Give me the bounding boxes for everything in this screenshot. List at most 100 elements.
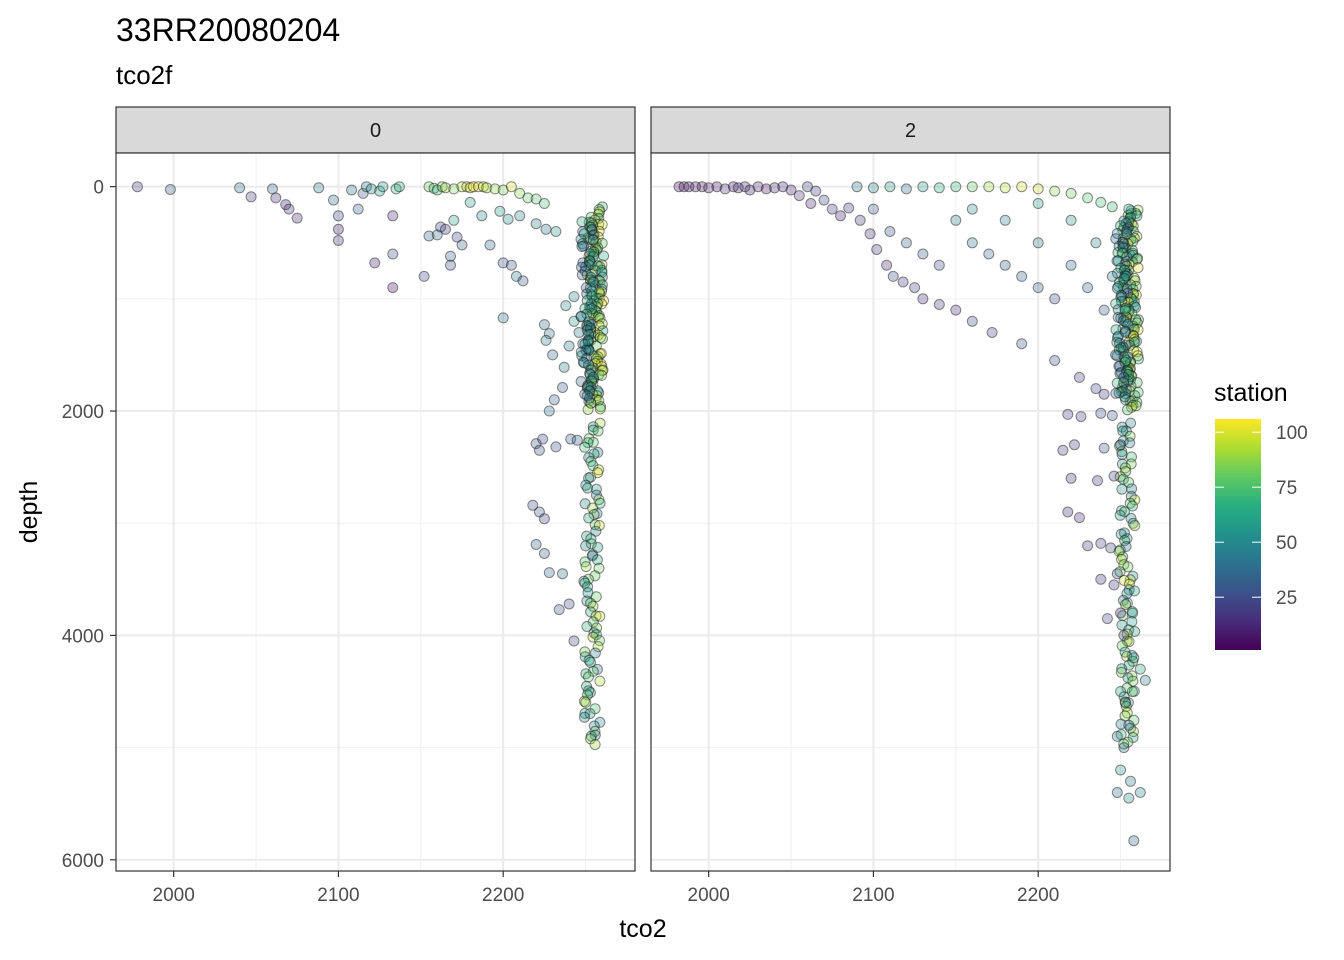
data-point [346, 184, 358, 196]
data-point [805, 198, 817, 209]
data-point [1114, 276, 1125, 288]
data-point [1132, 262, 1144, 274]
x-axis-title: tco2 [619, 915, 666, 943]
data-point [897, 276, 909, 288]
data-point [579, 711, 590, 723]
data-point [313, 182, 325, 194]
data-point [550, 226, 562, 237]
data-point [579, 441, 591, 453]
data-point [1105, 542, 1117, 554]
data-point [818, 194, 830, 206]
data-point [1134, 787, 1146, 798]
data-point [933, 259, 945, 271]
data-point [1098, 442, 1110, 454]
plot-background-2 [651, 153, 1170, 871]
data-point [1049, 355, 1061, 366]
data-point [1128, 835, 1140, 847]
data-point [1116, 640, 1128, 652]
data-point [530, 193, 542, 205]
data-point [592, 425, 604, 437]
facet-panel-0: 0 [115, 106, 636, 872]
data-point [1110, 387, 1122, 399]
facet-strip-0 [115, 106, 636, 154]
data-point [530, 218, 542, 230]
data-point [1129, 520, 1141, 532]
data-point [1110, 349, 1122, 361]
data-point [592, 641, 604, 653]
data-point [1082, 282, 1094, 294]
data-point [917, 293, 929, 305]
data-point [1111, 787, 1123, 798]
data-point [543, 567, 555, 579]
data-point [583, 512, 595, 524]
colorbar-tick-label: 100 [1276, 423, 1308, 444]
data-point [826, 203, 838, 215]
data-point [538, 513, 550, 525]
data-point [1090, 237, 1102, 249]
data-point [576, 269, 588, 281]
data-point [900, 183, 912, 195]
data-point [1111, 730, 1123, 742]
data-point [933, 182, 945, 194]
data-point [530, 539, 542, 550]
data-point [703, 182, 715, 194]
data-point [440, 182, 451, 194]
data-point [538, 548, 550, 559]
data-point [1115, 686, 1127, 697]
colorbar-tick-label: 50 [1276, 533, 1297, 554]
data-point [1116, 421, 1128, 433]
data-point [769, 182, 781, 194]
data-point [456, 239, 468, 251]
data-points-2 [673, 181, 1151, 847]
data-point [131, 181, 143, 193]
data-point [1126, 686, 1138, 698]
data-point [598, 295, 609, 307]
data-point [445, 250, 456, 262]
data-point [1114, 509, 1126, 521]
data-point [999, 182, 1011, 194]
data-point [1120, 697, 1131, 709]
data-point [1118, 738, 1130, 750]
data-point [785, 184, 797, 196]
data-point [999, 259, 1011, 271]
data-point [1106, 270, 1118, 282]
data-point [332, 235, 344, 246]
data-point [476, 210, 488, 222]
data-point [585, 606, 597, 618]
data-point [585, 538, 597, 550]
data-point [580, 696, 592, 708]
chart-title: 33RR20080204 [116, 12, 340, 48]
data-point [583, 685, 595, 697]
data-point [575, 376, 587, 387]
data-point [1032, 237, 1044, 249]
data-point [1139, 674, 1151, 686]
data-point [1065, 259, 1077, 271]
data-point [423, 230, 435, 242]
data-point [1101, 613, 1113, 625]
data-point [594, 675, 606, 687]
data-point [489, 183, 501, 195]
data-point [1118, 629, 1130, 641]
data-point [933, 299, 945, 310]
data-point [1125, 458, 1137, 470]
data-point [593, 520, 605, 531]
facet-strip-label-2: 2 [905, 120, 916, 142]
data-point [1075, 411, 1087, 423]
data-point [1032, 198, 1044, 209]
data-point [1123, 203, 1135, 215]
data-point [557, 382, 568, 393]
data-point [543, 328, 555, 340]
data-point [568, 315, 580, 327]
data-point [966, 237, 978, 249]
data-point [871, 244, 883, 255]
data-point [164, 184, 176, 195]
data-point [538, 198, 550, 209]
data-point [270, 192, 282, 204]
colorbar-tick-label: 75 [1276, 478, 1297, 499]
data-point [497, 257, 509, 269]
data-point [481, 182, 493, 194]
data-point [1108, 470, 1120, 482]
data-point [1120, 599, 1132, 610]
data-point [1115, 528, 1127, 540]
data-point [573, 327, 585, 338]
